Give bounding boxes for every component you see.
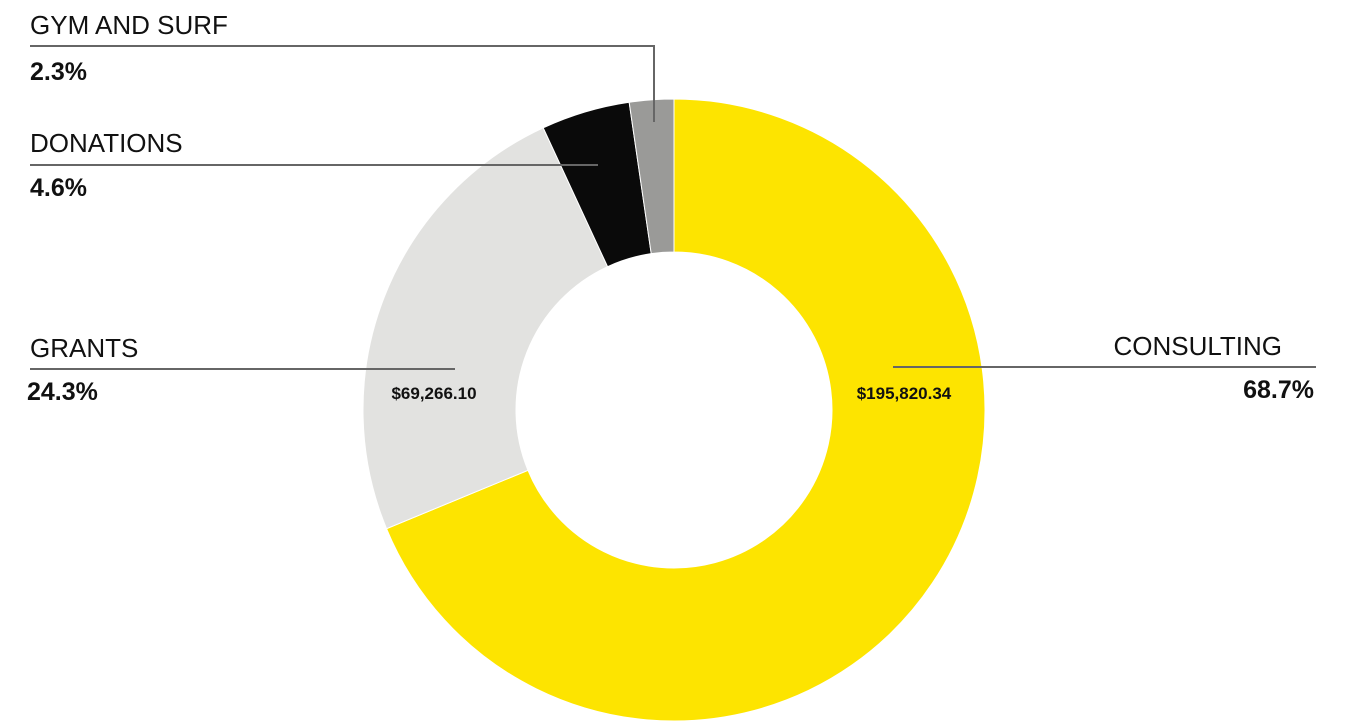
- donut-slices: [362, 98, 986, 722]
- label-gym-and-surf: GYM AND SURF: [30, 10, 228, 40]
- percent-grants: 24.3%: [27, 378, 98, 406]
- label-consulting: CONSULTING: [1113, 331, 1282, 361]
- slice-gym-and-surf: [628, 98, 675, 255]
- percent-donations: 4.6%: [30, 174, 87, 202]
- label-donations: DONATIONS: [30, 128, 183, 158]
- percent-gym-and-surf: 2.3%: [30, 58, 87, 86]
- percent-consulting: 68.7%: [1243, 376, 1314, 404]
- slice-grants: [362, 127, 609, 530]
- slice-consulting: [385, 98, 986, 722]
- label-grants: GRANTS: [30, 333, 138, 363]
- leader-line-gym-and-surf: [30, 45, 655, 122]
- amount-consulting: $195,820.34: [857, 384, 952, 403]
- amount-grants: $69,266.10: [391, 384, 476, 403]
